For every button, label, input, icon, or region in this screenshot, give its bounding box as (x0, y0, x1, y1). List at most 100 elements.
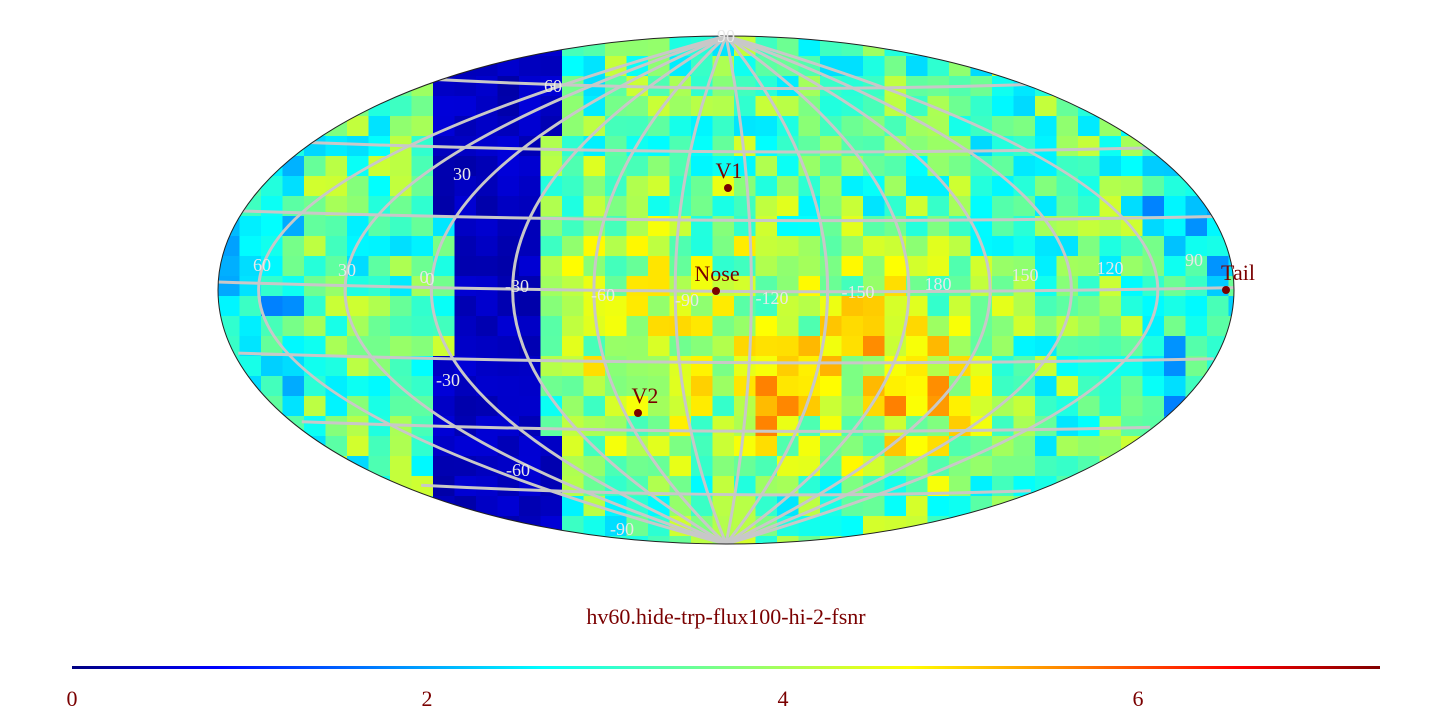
flux-cell (304, 536, 327, 544)
flux-cell (1207, 36, 1230, 57)
flux-cell (497, 496, 520, 517)
graticule-line (238, 209, 1214, 223)
flux-cell (1121, 196, 1144, 217)
sky-map: 90 60 30 0 -30 -60 -90 60 30 0 -30 -60 -90 -120 -150 18… (217, 26, 1272, 577)
flux-cell (411, 56, 434, 77)
flux-cell (519, 416, 542, 437)
flux-cell (390, 256, 413, 277)
flux-cell (1013, 376, 1036, 397)
flux-cell (712, 196, 735, 217)
flux-cell (712, 396, 735, 417)
flux-cell (906, 296, 929, 317)
flux-cell (1207, 316, 1230, 337)
flux-cell (1013, 56, 1036, 77)
flux-cell (347, 176, 370, 197)
flux-cell (540, 496, 563, 517)
flux-cell (584, 556, 606, 577)
lon-label: -60 (591, 285, 615, 305)
flux-cell (712, 416, 735, 437)
flux-cell (218, 296, 241, 317)
flux-cell (1121, 296, 1144, 317)
flux-cell (325, 416, 348, 437)
flux-cell (605, 316, 628, 337)
flux-cell (1164, 536, 1187, 544)
flux-cell (497, 176, 520, 197)
flux-cell (626, 176, 649, 197)
flux-cell (992, 236, 1015, 257)
flux-cell (368, 116, 391, 137)
flux-cell (1078, 36, 1101, 57)
flux-cell (1142, 176, 1165, 197)
flux-cell (562, 336, 585, 357)
flux-cell (1099, 216, 1122, 237)
flux-cell (433, 36, 456, 57)
flux-cell (1142, 296, 1165, 317)
flux-cell (540, 416, 563, 437)
flux-cell (304, 156, 327, 177)
flux-cell (282, 516, 305, 537)
flux-cell (1121, 236, 1144, 257)
flux-cell (1099, 396, 1122, 417)
flux-cell (970, 96, 993, 117)
flux-cell (562, 276, 585, 297)
flux-cell (884, 296, 907, 317)
flux-cell (218, 536, 241, 544)
graticule-line (430, 36, 727, 544)
flux-cell (1228, 536, 1234, 544)
flux-cell (755, 376, 778, 397)
flux-cell (282, 176, 305, 197)
flux-cell (239, 176, 262, 197)
flux-cell (798, 96, 821, 117)
flux-cell (347, 356, 370, 377)
flux-cell (605, 516, 628, 537)
flux-cell (433, 356, 456, 377)
flux-cell (476, 156, 499, 177)
flux-cell (755, 116, 778, 137)
flux-cell (820, 176, 843, 197)
flux-cell (1035, 556, 1057, 577)
flux-cell (626, 396, 649, 417)
flux-cell (906, 356, 929, 377)
flux-cell (755, 536, 778, 544)
flux-cell (1056, 96, 1079, 117)
graticule-line (238, 351, 1214, 365)
flux-cell (755, 176, 778, 197)
flux-cell (239, 456, 262, 477)
flux-cell (863, 556, 885, 577)
flux-cell (755, 416, 778, 437)
flux-cell (1164, 296, 1187, 317)
flux-cell (540, 196, 563, 217)
flux-cell (390, 216, 413, 237)
flux-cell (1228, 296, 1234, 317)
flux-cell (1013, 236, 1036, 257)
flux-cell (927, 336, 950, 357)
flux-cell (863, 136, 886, 157)
flux-cell (605, 116, 628, 137)
flux-cell (304, 236, 327, 257)
flux-cell (1078, 216, 1101, 237)
flux-cell (1099, 536, 1122, 544)
flux-cell (1228, 496, 1234, 517)
flux-cell (863, 516, 886, 537)
flux-cell (1078, 516, 1101, 537)
flux-cell (992, 316, 1015, 337)
flux-cell (841, 176, 864, 197)
flux-cell (497, 296, 520, 317)
flux-cell (1228, 156, 1234, 177)
flux-cell (368, 456, 391, 477)
flux-cell (755, 456, 778, 477)
flux-cell (1185, 336, 1208, 357)
flux-cell (949, 156, 972, 177)
flux-cell (562, 236, 585, 257)
flux-cell (1250, 316, 1272, 337)
flux-cell (433, 536, 456, 544)
graticule-line (343, 36, 727, 544)
flux-cell (691, 456, 714, 477)
flux-cell (1056, 36, 1079, 57)
flux-cell (884, 376, 907, 397)
flux-cell (820, 456, 843, 477)
flux-cell (325, 136, 348, 157)
flux-cell (863, 116, 886, 137)
flux-cell (970, 176, 993, 197)
flux-cell (1164, 96, 1187, 117)
